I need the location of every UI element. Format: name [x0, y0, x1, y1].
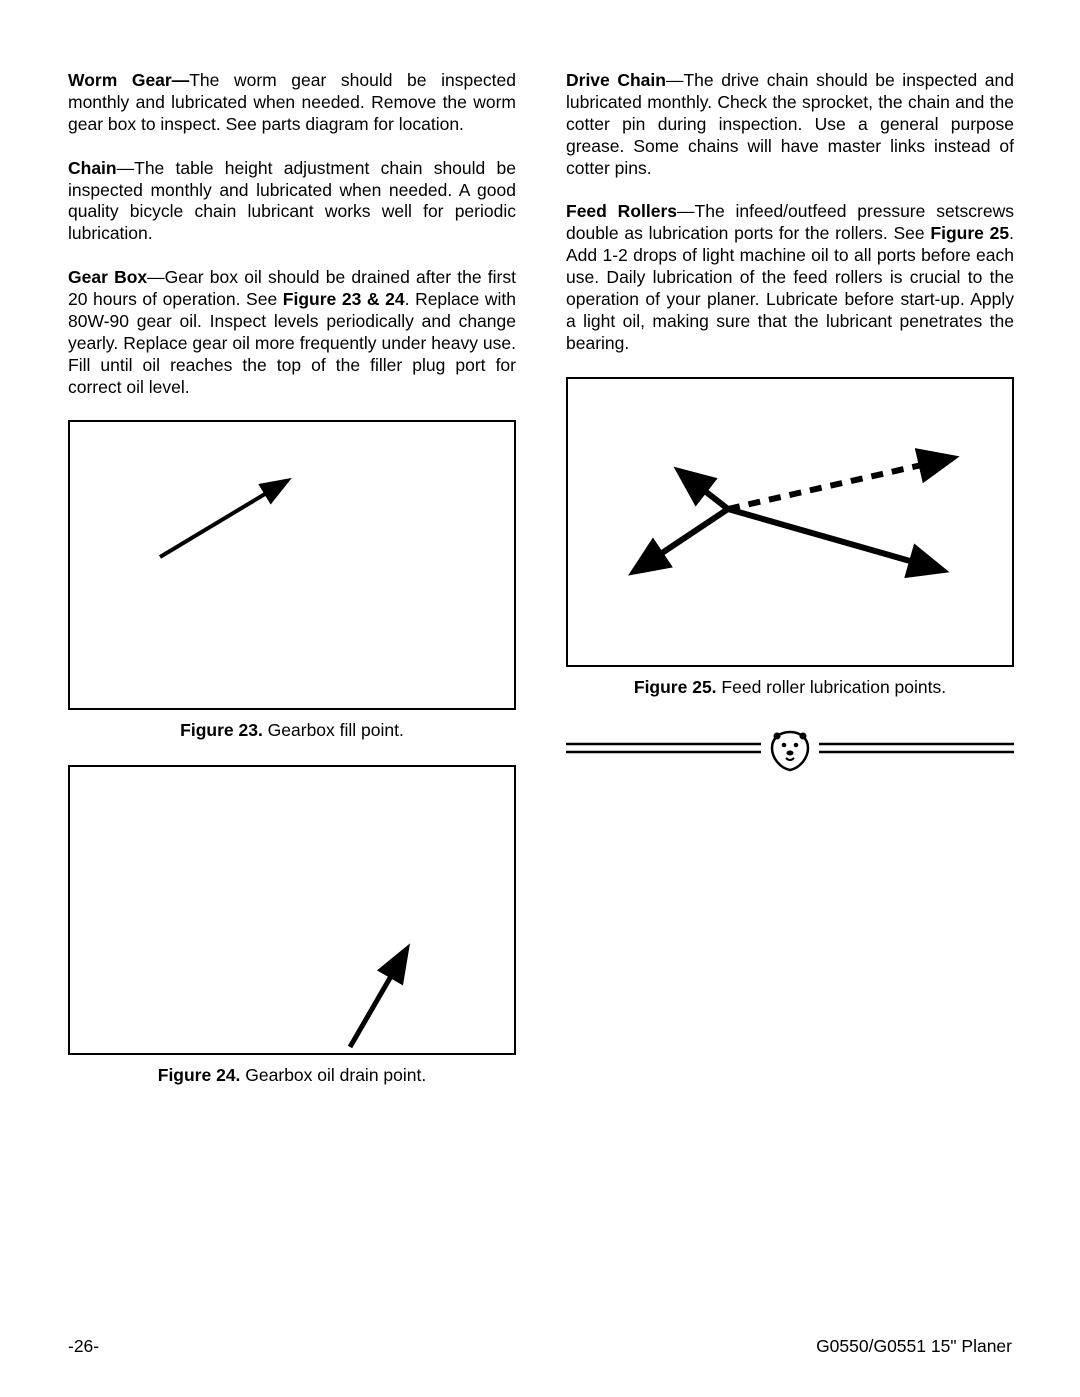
gearbox-fig-ref: Figure 23 & 24	[283, 289, 405, 309]
figure-24-label: Figure 24.	[158, 1065, 241, 1085]
chain-text: —The table height adjustment chain shoul…	[68, 158, 516, 244]
feed-rollers-label: Feed Rollers	[566, 201, 677, 221]
figure-25-svg	[568, 379, 1012, 665]
figure-24-box	[68, 765, 516, 1055]
left-column: Worm Gear—The worm gear should be inspec…	[68, 70, 516, 1110]
chain-paragraph: Chain—The table height adjustment chain …	[68, 158, 516, 246]
figure-24-caption-text: Gearbox oil drain point.	[240, 1065, 426, 1085]
figure-23-box	[68, 420, 516, 710]
feed-rollers-paragraph: Feed Rollers—The infeed/outfeed pressure…	[566, 201, 1014, 354]
section-divider	[566, 728, 1014, 774]
doc-title: G0550/G0551 15" Planer	[816, 1336, 1012, 1357]
gearbox-label: Gear Box	[68, 267, 147, 287]
figure-23-label: Figure 23.	[180, 720, 263, 740]
gearbox-paragraph: Gear Box—Gear box oil should be drained …	[68, 267, 516, 398]
drive-chain-label: Drive Chain	[566, 70, 666, 90]
figure-23-caption-text: Gearbox fill point.	[263, 720, 404, 740]
divider-svg	[566, 728, 1014, 774]
figure-25-caption: Figure 25. Feed roller lubrication point…	[566, 677, 1014, 698]
page-footer: -26- G0550/G0551 15" Planer	[68, 1336, 1012, 1357]
figure-25-caption-text: Feed roller lubrication points.	[717, 677, 947, 697]
figure-25-label: Figure 25.	[634, 677, 717, 697]
worm-gear-paragraph: Worm Gear—The worm gear should be inspec…	[68, 70, 516, 136]
page: Worm Gear—The worm gear should be inspec…	[0, 0, 1080, 1397]
drive-chain-paragraph: Drive Chain—The drive chain should be in…	[566, 70, 1014, 179]
feed-rollers-fig-ref: Figure 25	[930, 223, 1009, 243]
figure-23-svg	[70, 422, 514, 708]
worm-gear-label: Worm Gear—	[68, 70, 189, 90]
figure-24-svg	[70, 767, 514, 1053]
chain-label: Chain	[68, 158, 117, 178]
bear-emblem-icon	[772, 732, 808, 770]
figure-23-caption: Figure 23. Gearbox fill point.	[68, 720, 516, 741]
figure-25-box	[566, 377, 1014, 667]
page-number: -26-	[68, 1336, 99, 1357]
right-column: Drive Chain—The drive chain should be in…	[566, 70, 1014, 1110]
figure-24-caption: Figure 24. Gearbox oil drain point.	[68, 1065, 516, 1086]
two-column-layout: Worm Gear—The worm gear should be inspec…	[68, 70, 1012, 1110]
